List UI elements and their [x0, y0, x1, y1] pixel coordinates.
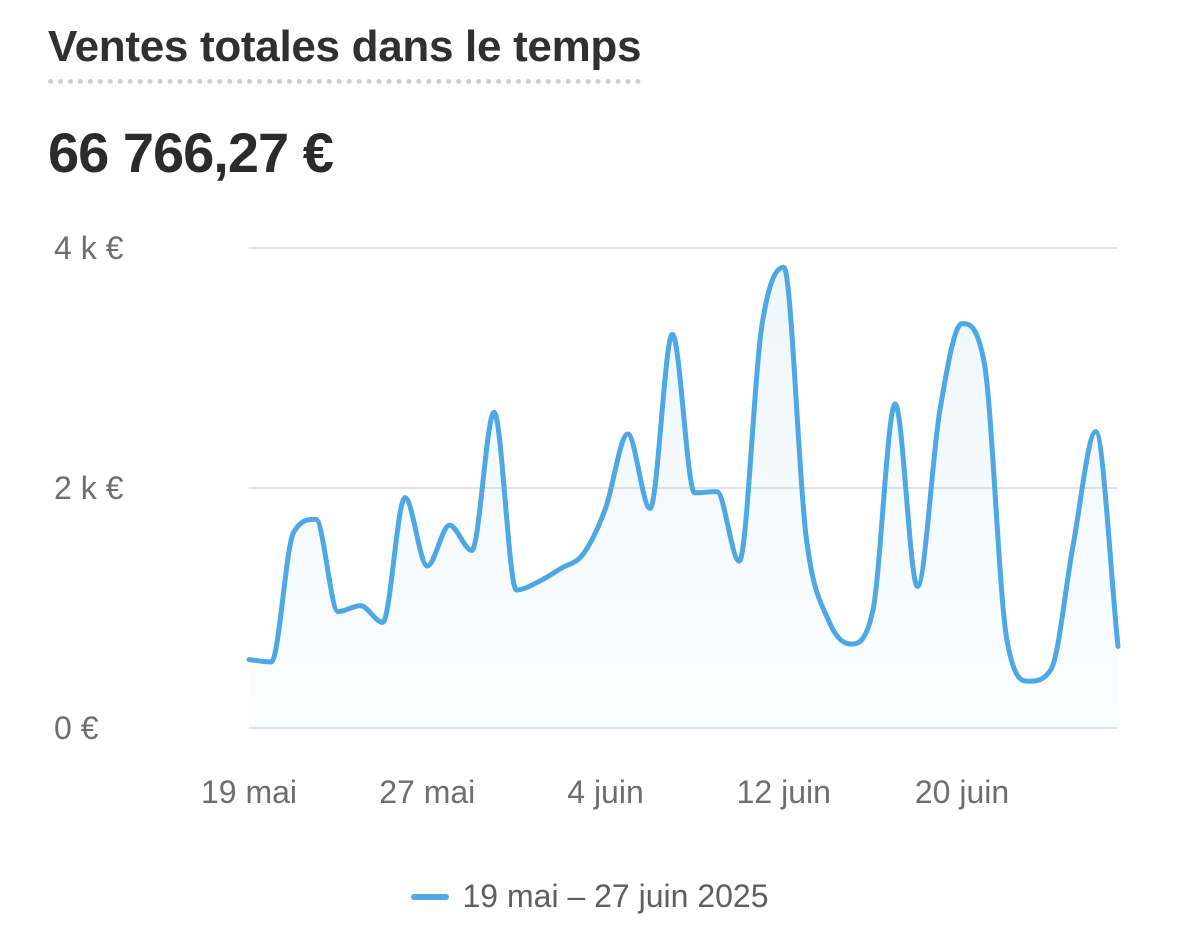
x-tick-label: 27 mai [379, 774, 475, 810]
x-tick-label: 20 juin [915, 774, 1009, 810]
data-point [555, 562, 567, 574]
data-point [243, 654, 255, 666]
data-point [956, 318, 968, 330]
data-point [733, 555, 745, 567]
total-sales-value: 66 766,27 € [48, 121, 334, 184]
data-point [845, 638, 857, 650]
data-point [778, 261, 790, 273]
data-point [510, 584, 522, 596]
data-point [1001, 632, 1013, 644]
x-tick-label: 19 mai [201, 774, 297, 810]
data-point [1045, 663, 1057, 675]
data-point [377, 616, 389, 628]
data-point [1112, 640, 1124, 652]
data-point [354, 600, 366, 612]
data-point [265, 656, 277, 668]
x-tick-label: 4 juin [567, 774, 644, 810]
data-point [466, 544, 478, 556]
data-point [1090, 426, 1102, 438]
data-point [444, 519, 456, 531]
data-point [755, 322, 767, 334]
chart-legend[interactable]: 19 mai – 27 juin 2025 [0, 878, 1179, 915]
legend-swatch [410, 893, 449, 900]
data-point [822, 614, 834, 626]
y-tick-label: 2 k € [54, 470, 124, 506]
data-point [600, 502, 612, 514]
series-line [246, 264, 1121, 684]
chart-title[interactable]: Ventes totales dans le temps [48, 22, 641, 84]
data-point [1067, 537, 1079, 549]
data-point [711, 486, 723, 498]
legend-label: 19 mai – 27 juin 2025 [462, 878, 769, 914]
data-point [911, 580, 923, 592]
data-point [622, 428, 634, 440]
data-point [288, 526, 300, 538]
x-tick-label: 12 juin [737, 774, 831, 810]
data-point [421, 560, 433, 572]
data-point [934, 405, 946, 417]
data-point [577, 548, 589, 560]
data-point [310, 513, 322, 525]
y-tick-label: 4 k € [54, 230, 124, 266]
data-point [689, 487, 701, 499]
data-point [978, 357, 990, 369]
y-tick-label: 0 € [54, 710, 99, 746]
series-area-fill [249, 267, 1118, 728]
data-point [800, 530, 812, 542]
data-point [889, 398, 901, 410]
data-point [533, 576, 545, 588]
data-point [666, 328, 678, 340]
data-point [644, 502, 656, 514]
data-point [488, 406, 500, 418]
data-point [1023, 675, 1035, 687]
data-point [332, 606, 344, 618]
data-point [867, 604, 879, 616]
data-point [399, 492, 411, 504]
